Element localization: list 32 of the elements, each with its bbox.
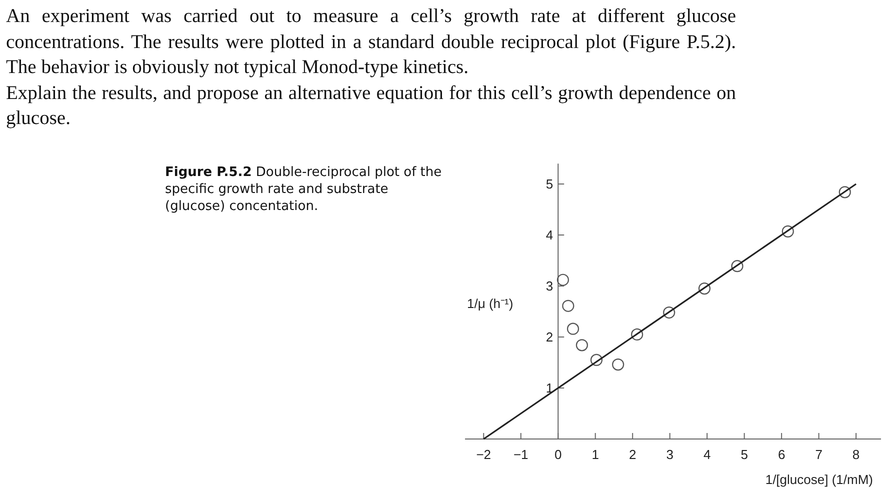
y-axis-title: 1/μ (h⁻¹) bbox=[467, 296, 514, 311]
point bbox=[612, 358, 624, 371]
x-tick-label: 3 bbox=[666, 447, 674, 462]
y-tick-label: 5 bbox=[546, 176, 554, 192]
x-tick-label: −2 bbox=[476, 447, 492, 462]
x-tick-label: 6 bbox=[778, 447, 786, 462]
point bbox=[566, 322, 580, 335]
y-tick-label: 4 bbox=[546, 228, 554, 242]
x-tick-label: 2 bbox=[628, 447, 636, 462]
point bbox=[698, 282, 711, 295]
x-tick-label: 1 bbox=[592, 447, 599, 462]
point bbox=[663, 306, 676, 319]
text: An experiment was carried out to measure a cell’s growth rate at different glucose concentrations. The results were plotted in a standard double reciprocal plot (Figure P.5.2). The behavior is obviously not typical Monod-type kinetics. bbox=[6, 5, 736, 80]
x-tick-label: 5 bbox=[740, 447, 748, 462]
point bbox=[838, 186, 851, 198]
point bbox=[731, 260, 744, 272]
point bbox=[562, 300, 574, 312]
x-tick-label: −1 bbox=[513, 447, 528, 462]
y-tick-label: 3 bbox=[546, 278, 554, 294]
x-tick-label: 8 bbox=[852, 447, 860, 462]
text: Figure P.5.2 Double-reciprocal plot of the specific growth rate and substrate (glucose) concentation. bbox=[165, 164, 443, 215]
text: Explain the results, and propose an alternative equation for this cell’s growth dependence on glucose. bbox=[6, 82, 736, 131]
x-tick-label: 4 bbox=[703, 447, 711, 462]
point bbox=[631, 328, 644, 340]
x-axis-title: 1/[glucose] (1/mM) bbox=[765, 472, 873, 487]
point bbox=[782, 225, 794, 238]
x-tick-label: 0 bbox=[554, 447, 562, 462]
y-tick-label: 2 bbox=[546, 330, 554, 344]
point bbox=[556, 274, 569, 286]
x-tick-label: 7 bbox=[815, 447, 822, 462]
point bbox=[576, 339, 588, 352]
point bbox=[590, 354, 603, 366]
